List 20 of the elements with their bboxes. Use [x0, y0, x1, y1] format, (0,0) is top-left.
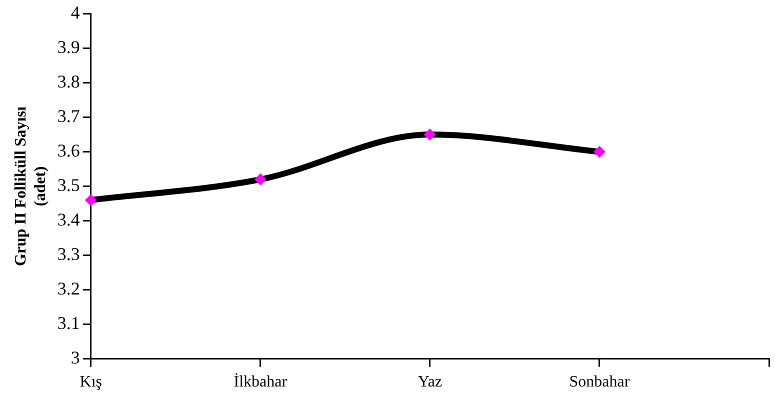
x-tick-label: Kış [80, 374, 102, 391]
y-tick-label: 3.1 [57, 313, 80, 334]
point [254, 173, 266, 186]
y-tick-label: 3.2 [57, 278, 80, 299]
x-tick-label: Yaz [418, 374, 442, 391]
x-tick-label: İlkbahar [234, 372, 288, 391]
y-axis-title: Grup II Folliküll Sayısı (adet) [12, 106, 49, 266]
y-tick-label: 3.3 [57, 244, 80, 264]
y-tick-label: 3.5 [57, 175, 80, 196]
y-tick-label: 3.6 [57, 140, 80, 161]
y-tick-label: 3.4 [57, 210, 80, 230]
y-tick-label: 3.8 [57, 72, 80, 92]
point [84, 194, 97, 206]
y-tick-label: 4 [70, 2, 80, 23]
x-tick-label: Sonbahar [569, 374, 630, 391]
y-tick-label: 3.7 [57, 106, 80, 126]
y-tick-label: 3 [70, 348, 80, 368]
y-tick-label: 3.9 [57, 37, 80, 58]
point [593, 146, 606, 158]
point [424, 128, 436, 141]
